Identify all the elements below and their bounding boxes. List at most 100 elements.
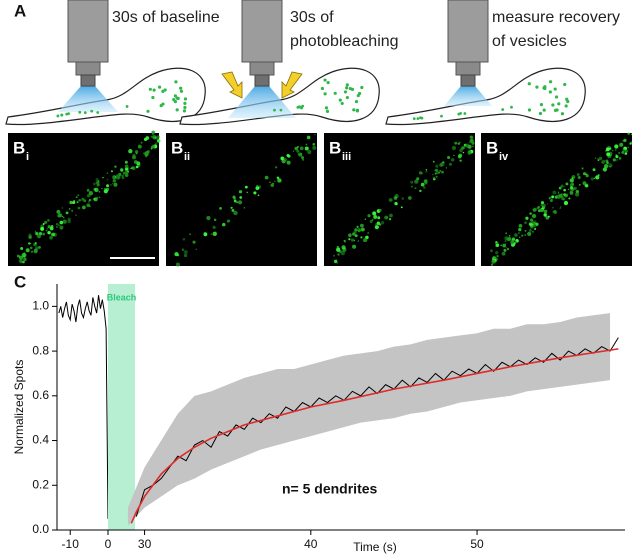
vesicle — [553, 87, 557, 91]
speckle — [348, 233, 352, 238]
speckle — [605, 147, 610, 152]
speckle — [22, 260, 25, 264]
speckle — [56, 209, 61, 214]
vesicle — [151, 95, 155, 100]
speckle — [354, 234, 358, 238]
vesicle — [60, 113, 64, 117]
speckle — [517, 231, 520, 234]
speckle — [563, 185, 565, 188]
speckle — [221, 222, 226, 227]
step-label: of vesicles — [492, 33, 567, 50]
speckle — [61, 207, 63, 209]
speckle — [38, 245, 41, 249]
speckle — [23, 257, 27, 262]
speckle — [86, 188, 90, 192]
speckle — [540, 208, 544, 213]
speckle — [128, 149, 133, 154]
speckle — [490, 263, 494, 267]
vesicle — [527, 82, 531, 86]
speckle — [354, 228, 358, 232]
speckle — [112, 179, 117, 183]
speckle — [521, 234, 524, 237]
vesicle — [172, 98, 176, 102]
speckle — [357, 240, 359, 242]
annotation: n= 5 dendrites — [282, 481, 378, 497]
speckle — [563, 200, 569, 206]
speckle — [529, 229, 532, 232]
speckle — [563, 193, 566, 196]
speckle — [177, 254, 180, 257]
vesicle — [323, 92, 327, 96]
speckle — [118, 172, 122, 177]
vesicle — [440, 114, 443, 118]
speckle — [518, 223, 523, 228]
speckle — [45, 229, 48, 232]
speckle — [104, 187, 106, 190]
speckle — [34, 241, 37, 244]
series-line — [58, 295, 109, 519]
speckle — [602, 167, 608, 172]
speckle — [597, 158, 599, 160]
speckle — [306, 135, 311, 140]
speckle — [524, 229, 527, 232]
speckle — [122, 171, 126, 175]
vesicle — [176, 96, 180, 101]
speckle — [393, 202, 396, 205]
speckle — [510, 240, 514, 245]
speckle — [59, 225, 64, 230]
speckle — [615, 149, 617, 151]
speckle — [533, 207, 538, 212]
speckle — [298, 152, 303, 157]
speckle — [253, 191, 257, 195]
objective-tip — [460, 74, 476, 87]
speckle — [549, 196, 551, 199]
speckle — [459, 159, 462, 162]
speckle — [378, 223, 382, 226]
speckle — [103, 189, 108, 194]
speckle — [401, 197, 405, 200]
vesicle — [355, 109, 360, 113]
light-beam — [444, 86, 492, 106]
speckle — [21, 252, 26, 258]
speckle — [30, 250, 34, 253]
speckle — [562, 196, 564, 198]
vesicle — [65, 112, 69, 116]
speckle — [210, 233, 213, 236]
speckle — [435, 170, 440, 175]
speckle — [537, 209, 541, 213]
speckle — [453, 154, 455, 157]
speckle — [568, 197, 571, 200]
speckle — [269, 181, 271, 183]
vesicle — [182, 109, 187, 113]
step-label: photobleaching — [290, 33, 399, 50]
speckle — [557, 192, 560, 194]
speckle — [117, 175, 121, 179]
speckle — [272, 182, 275, 185]
speckle — [611, 149, 614, 152]
speckle — [495, 251, 499, 255]
speckle — [394, 201, 398, 206]
vesicle — [338, 98, 342, 102]
vesicle — [179, 86, 183, 90]
bleach-region — [108, 284, 135, 530]
speckle — [195, 248, 198, 251]
speckle — [503, 248, 507, 252]
speckle — [124, 173, 129, 177]
speckle — [34, 246, 39, 251]
speckle — [414, 179, 419, 184]
speckle — [535, 222, 539, 226]
speckle — [274, 180, 276, 183]
speckle — [55, 223, 59, 226]
speckle — [257, 194, 260, 197]
vesicle — [354, 99, 359, 104]
speckle — [540, 201, 545, 205]
speckle — [135, 152, 138, 155]
speckle — [618, 152, 621, 154]
speckle — [120, 168, 124, 172]
speckle — [87, 200, 91, 203]
speckle — [95, 181, 99, 184]
speckle — [445, 167, 448, 169]
speckle — [150, 135, 153, 138]
vesicle — [343, 90, 348, 94]
speckle — [468, 149, 472, 153]
